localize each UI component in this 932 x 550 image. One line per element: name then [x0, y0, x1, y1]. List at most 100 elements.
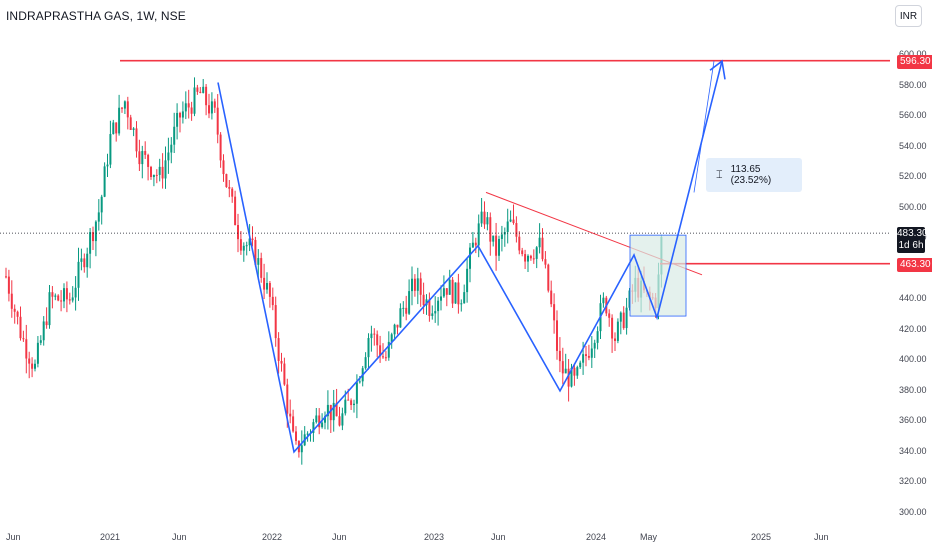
candle-body — [405, 307, 408, 314]
price-axis-tick: 560.00 — [899, 110, 927, 121]
last-price-value: 483.30 — [897, 228, 928, 239]
candle-body — [248, 238, 251, 246]
time-axis-tick: 2022 — [262, 532, 283, 542]
candle-body — [532, 258, 535, 260]
time-axis-tick: 2024 — [586, 532, 607, 542]
candle-body — [234, 196, 237, 226]
candle-body — [318, 415, 321, 428]
candle-body — [390, 334, 393, 342]
candle-body — [451, 279, 454, 304]
candle-body — [237, 225, 239, 240]
candle-body — [561, 361, 564, 374]
candle-body — [347, 399, 350, 401]
candle-body — [486, 217, 489, 225]
candle-body — [590, 348, 593, 358]
price-axis-tick: 340.00 — [899, 445, 927, 456]
candle-body — [283, 363, 286, 385]
candle-body — [141, 151, 144, 165]
projection-ray[interactable] — [693, 61, 715, 193]
price-axis-tick: 320.00 — [899, 476, 927, 487]
symbol-title[interactable]: INDRAPRASTHA GAS, 1W, NSE — [6, 9, 186, 23]
price-axis-tick: 520.00 — [899, 171, 927, 182]
candle-body — [558, 350, 561, 362]
candle-body — [208, 105, 210, 114]
time-axis-tick: Jun — [172, 532, 187, 542]
candle-body — [300, 445, 303, 453]
candle-body — [34, 363, 36, 369]
candle-body — [277, 338, 280, 361]
candle-body — [158, 166, 161, 175]
candle-body — [86, 253, 89, 268]
candle-body — [454, 282, 457, 304]
candle-body — [434, 311, 437, 314]
candle-body — [587, 355, 590, 358]
candle-body — [469, 247, 471, 269]
candle-body — [57, 295, 60, 301]
candle-body — [213, 101, 216, 108]
candle-body — [123, 101, 126, 109]
candle-body — [535, 247, 538, 259]
candle-body — [205, 86, 208, 106]
currency-button[interactable]: INR — [895, 5, 922, 27]
candle-body — [387, 341, 390, 358]
candle-body — [506, 221, 509, 233]
candle-body — [164, 160, 167, 179]
candle-body — [126, 101, 129, 118]
candle-body — [92, 232, 94, 242]
candle-body — [94, 221, 97, 242]
candle-body — [573, 367, 576, 376]
candle-body — [324, 416, 326, 423]
time-axis-tick: Jun — [814, 532, 829, 542]
candle-body — [268, 283, 271, 297]
candle-body — [579, 362, 582, 368]
candle-body — [155, 174, 158, 176]
candle-body — [254, 240, 257, 265]
candle-body — [442, 288, 445, 297]
candle-body — [103, 166, 106, 197]
candle-body — [266, 283, 268, 290]
candle-body — [306, 433, 309, 435]
price-range-measure[interactable]: ⌶ 113.65 (23.52%) — [706, 158, 802, 192]
candle-body — [326, 404, 329, 417]
candle-body — [440, 296, 442, 301]
price-axis-tick: 420.00 — [899, 323, 927, 334]
candle-body — [129, 117, 132, 130]
candle-body — [263, 277, 266, 290]
candle-body — [257, 258, 260, 265]
candle-body — [611, 317, 614, 339]
candle-body — [10, 293, 13, 309]
support-price-tag: 463.30 — [897, 258, 932, 272]
price-axis-tick: 540.00 — [899, 140, 927, 151]
candle-body — [54, 295, 57, 297]
candle-body — [585, 354, 587, 356]
candle-body — [19, 316, 22, 339]
candle-body — [28, 358, 31, 364]
candle-body — [541, 237, 544, 260]
candle-body — [411, 278, 413, 292]
candle-body — [187, 103, 190, 108]
candle-body — [358, 381, 361, 383]
candle-body — [538, 237, 541, 248]
candle-body — [477, 223, 480, 246]
candle-body — [231, 188, 234, 197]
last-price-tag: 483.30 1d 6h — [897, 227, 928, 253]
time-axis-tick: Jun — [332, 532, 347, 542]
consolidation-box[interactable] — [629, 234, 687, 317]
candle-body — [184, 103, 187, 112]
candle-body — [471, 242, 474, 248]
candle-body — [196, 87, 199, 92]
candle-body — [425, 299, 428, 306]
candle-body — [544, 259, 547, 265]
candle-body — [42, 321, 45, 341]
candle-body — [355, 382, 358, 404]
candle-body — [286, 384, 289, 414]
candle-body — [457, 282, 460, 305]
candle-body — [77, 261, 80, 288]
pattern-projection-path[interactable] — [217, 60, 723, 454]
candle-body — [36, 342, 39, 364]
candle-body — [190, 107, 193, 114]
candle-body — [245, 245, 248, 247]
candle-body — [315, 415, 318, 423]
candle-body — [219, 134, 222, 161]
